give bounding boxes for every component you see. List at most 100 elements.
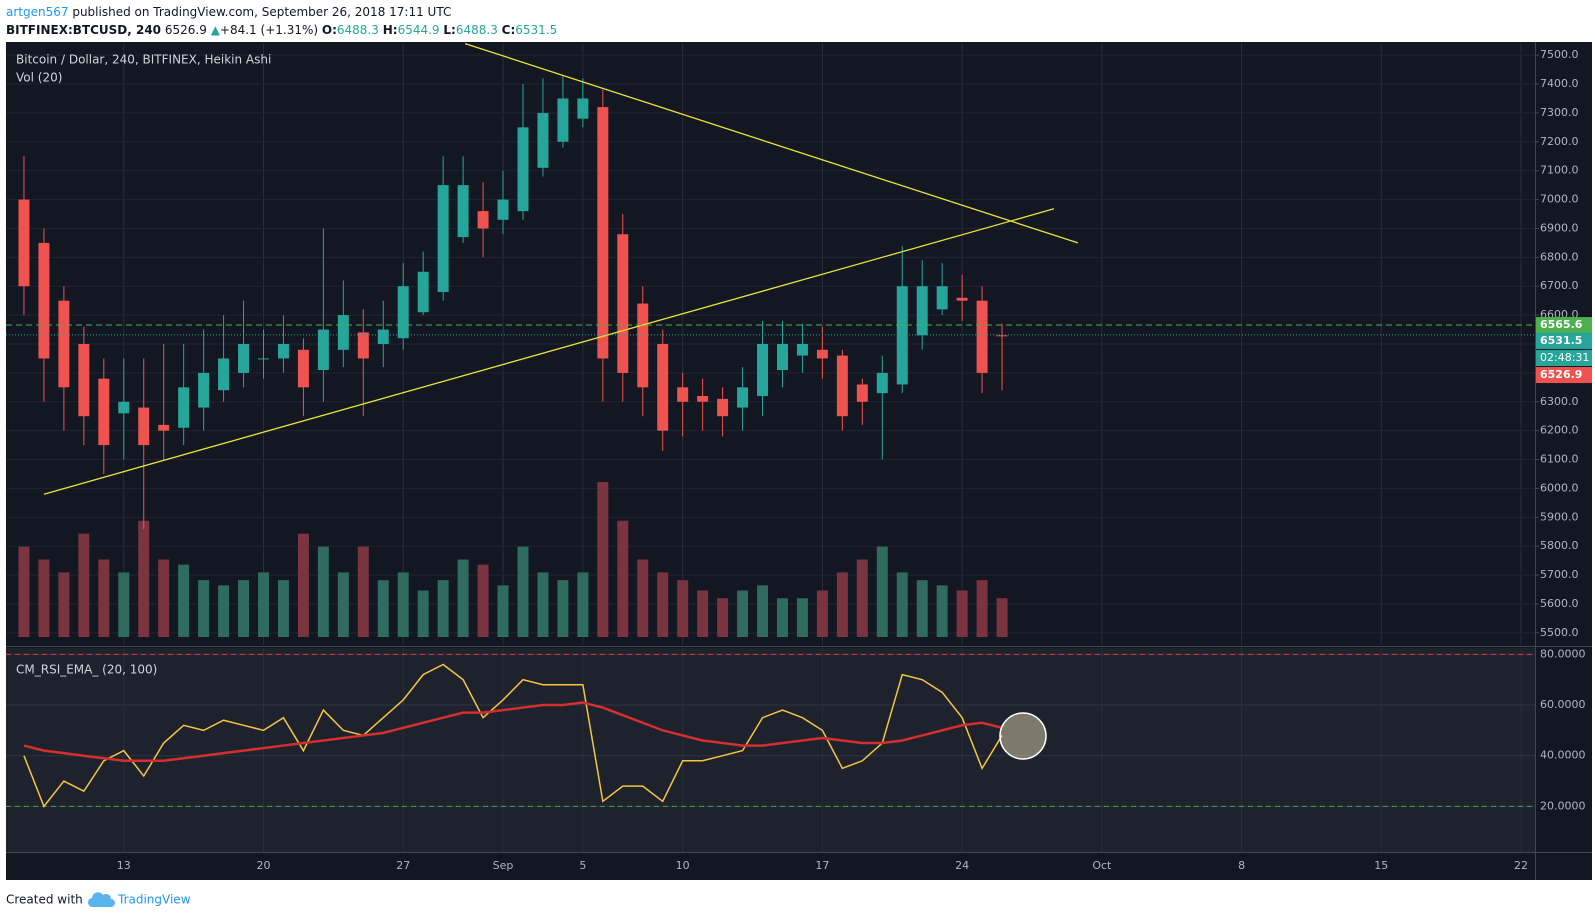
volume-bar <box>178 564 190 637</box>
price-box <box>1536 333 1592 350</box>
last: 6526.9 <box>165 23 207 37</box>
y-tick-label: 6900.0 <box>1540 221 1579 234</box>
highlight-circle <box>999 712 1047 760</box>
rsi-line <box>23 663 1003 808</box>
candle-body <box>158 424 170 431</box>
candle-body <box>617 234 629 373</box>
author[interactable]: artgen567 <box>6 5 69 19</box>
x-tick-label: Sep <box>493 859 514 872</box>
candle-body <box>377 329 389 344</box>
candle-body <box>118 401 130 414</box>
volume-bar <box>517 546 529 637</box>
candle-body <box>198 372 210 408</box>
published: published on TradingView.com, September … <box>69 5 452 19</box>
x-tick-label: 24 <box>955 859 969 872</box>
y-tick-label: 5700.0 <box>1540 568 1579 581</box>
volume-bar <box>377 580 389 637</box>
candle-body <box>218 358 230 391</box>
chart-layer: 13 20 27 Sep 5 10 17 24 Oct 8 15 22 7500.0 7400.0 7300… <box>6 42 1592 872</box>
volume-bar <box>258 572 269 637</box>
y-tick-label: 7400.0 <box>1540 77 1579 90</box>
volume-bar <box>996 598 1008 637</box>
volume-bar <box>936 585 948 637</box>
candle-body <box>78 344 90 417</box>
volume-bar <box>138 520 150 637</box>
volume-bar <box>357 546 369 637</box>
volume-bar <box>557 580 569 637</box>
candle-body <box>856 384 868 402</box>
y-tick-label: 5900.0 <box>1540 510 1579 523</box>
x-tick-label: 10 <box>676 859 690 872</box>
x-tick-label: 5 <box>579 859 586 872</box>
price-box-label: 6565.6 <box>1540 318 1583 331</box>
y-tick-label: 6100.0 <box>1540 453 1579 466</box>
last-price-box <box>1536 367 1592 384</box>
y-tick-label: 7100.0 <box>1540 164 1579 177</box>
volume-bar <box>497 585 509 637</box>
candle-body <box>996 335 1008 337</box>
candle-body <box>38 242 50 359</box>
candle-body <box>178 387 190 428</box>
candle-body <box>737 387 749 408</box>
candle-body <box>916 286 928 336</box>
y-tick-label: 60.0000 <box>1540 698 1586 711</box>
volume-bar <box>337 572 349 637</box>
h-label: H: <box>383 23 398 37</box>
l: 6488.3 <box>456 23 498 37</box>
y-tick-label: 6700.0 <box>1540 279 1579 292</box>
c: 6531.5 <box>515 23 557 37</box>
o: 6488.3 <box>337 23 379 37</box>
candle-body <box>597 107 609 359</box>
candle-body <box>337 315 349 350</box>
candle-body <box>876 372 888 394</box>
symbol: BITFINEX:BTCUSD, 240 <box>6 23 161 37</box>
candle-body <box>517 127 529 212</box>
candle-body <box>58 300 70 388</box>
x-tick-label: 13 <box>117 859 131 872</box>
logo <box>87 892 115 908</box>
volume-bar <box>637 559 649 637</box>
rsi-line <box>23 701 1003 763</box>
volume-bar <box>537 572 549 637</box>
y-tick-label: 20.0000 <box>1540 799 1586 812</box>
volume-bar <box>158 559 170 637</box>
y-tick-label: 5500.0 <box>1540 626 1579 639</box>
volume-bar <box>118 572 130 637</box>
candle-body <box>457 185 469 238</box>
y-tick-label: 7300.0 <box>1540 106 1579 119</box>
volume-bar <box>78 533 90 637</box>
c-label: C: <box>502 23 516 37</box>
y-tick-label: 7500.0 <box>1540 48 1579 61</box>
x-tick-label: 8 <box>1238 859 1245 872</box>
candle-body <box>557 98 569 142</box>
volume-bar <box>218 585 230 637</box>
h: 6544.9 <box>398 23 440 37</box>
candle-body <box>956 297 968 301</box>
price-box-label: 6531.5 <box>1540 334 1582 347</box>
volume-bar <box>437 580 449 637</box>
brand[interactable]: TradingView <box>117 893 191 907</box>
volume-bar <box>776 598 788 637</box>
volume-bar <box>397 572 409 637</box>
y-tick-label: 80.0000 <box>1540 647 1586 660</box>
volume-bar <box>896 572 908 637</box>
candle-body <box>697 395 709 402</box>
candle-body <box>776 344 788 370</box>
countdown-box <box>1536 350 1592 367</box>
volume-bar <box>796 598 808 637</box>
rsi-legend: CM_RSI_EMA_ (20, 100) <box>16 663 157 677</box>
candle-body <box>537 112 549 168</box>
symbol-line: BITFINEX:BTCUSD, 240 6526.9 ▲+84.1 (+1.3… <box>6 23 557 37</box>
candle-body <box>277 344 289 359</box>
price-box <box>1536 317 1592 334</box>
volume-bar <box>916 580 928 637</box>
candle-body <box>397 286 409 339</box>
candle-body <box>757 344 769 396</box>
candle-body <box>677 387 689 402</box>
candle-body <box>417 271 429 313</box>
y-tick-label: 40.0000 <box>1540 749 1586 762</box>
volume-bar <box>976 580 988 637</box>
candle-body <box>258 358 269 360</box>
countdown: 02:48:31 <box>1540 351 1589 364</box>
y-tick-label: 7200.0 <box>1540 135 1579 148</box>
